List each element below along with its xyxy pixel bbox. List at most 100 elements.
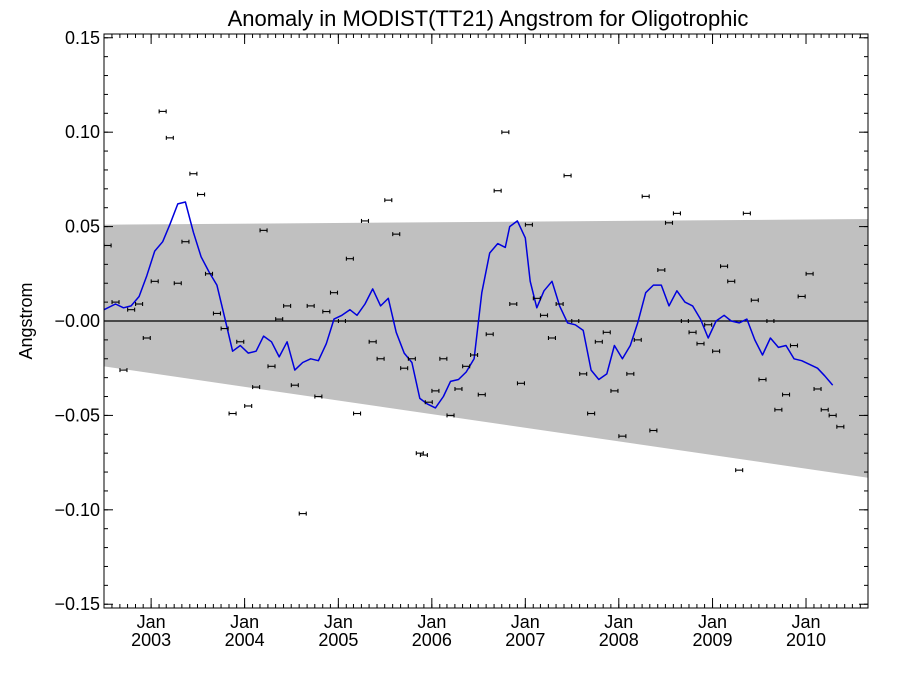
- data-point-61: [571, 319, 580, 323]
- smoothed-line: [104, 201, 834, 409]
- data-point-6: [150, 279, 159, 284]
- data-point-3: [127, 307, 136, 312]
- data-point-70: [641, 194, 650, 199]
- y-tick-label: −0.10: [54, 500, 100, 520]
- data-point-31: [345, 256, 354, 261]
- y-tick-label: −0.05: [54, 405, 100, 425]
- data-point-10: [181, 239, 190, 244]
- x-tick-label-month: Jan: [698, 612, 727, 632]
- confidence-band: [104, 219, 868, 478]
- data-point-68: [626, 371, 635, 376]
- data-point-40: [415, 451, 424, 456]
- data-point-55: [524, 222, 533, 227]
- data-point-1: [111, 300, 120, 305]
- data-point-28: [322, 309, 331, 314]
- data-point-88: [781, 392, 791, 397]
- data-point-18: [244, 403, 253, 408]
- data-point-73: [664, 220, 674, 225]
- data-point-11: [189, 171, 198, 176]
- data-point-95: [836, 424, 845, 429]
- data-point-76: [688, 330, 697, 335]
- data-point-15: [220, 326, 229, 331]
- data-point-52: [501, 130, 510, 135]
- plot-area: [104, 109, 868, 516]
- data-point-81: [727, 279, 736, 284]
- data-point-32: [352, 411, 362, 416]
- data-point-93: [820, 407, 829, 412]
- data-point-49: [477, 392, 486, 397]
- data-point-56: [532, 296, 541, 301]
- data-point-38: [400, 366, 409, 371]
- data-point-57: [539, 313, 549, 318]
- data-point-72: [657, 268, 666, 273]
- data-point-5: [142, 335, 151, 340]
- data-point-47: [462, 364, 471, 369]
- data-point-89: [789, 343, 799, 348]
- data-point-34: [368, 339, 377, 344]
- data-point-51: [493, 188, 502, 193]
- data-point-62: [579, 371, 588, 376]
- data-point-16: [228, 411, 237, 416]
- x-tick-label-year: 2006: [412, 630, 452, 650]
- data-point-85: [758, 377, 767, 382]
- data-point-58: [547, 335, 557, 340]
- y-axis-label: Angstrom: [16, 282, 36, 359]
- data-point-91: [805, 271, 814, 276]
- data-point-42: [424, 400, 433, 405]
- data-point-82: [735, 468, 744, 473]
- data-point-45: [446, 413, 455, 418]
- data-point-9: [173, 281, 182, 286]
- chart-title: Anomaly in MODIST(TT21) Angstrom for Oli…: [228, 6, 749, 31]
- data-point-43: [431, 388, 440, 393]
- y-tick-label: −0.15: [54, 594, 100, 614]
- x-tick-label-month: Jan: [604, 612, 633, 632]
- x-tick-label-month: Jan: [511, 612, 540, 632]
- x-tick-label-year: 2004: [225, 630, 265, 650]
- data-point-8: [165, 135, 174, 140]
- data-point-77: [696, 341, 705, 346]
- data-point-44: [439, 356, 448, 361]
- data-point-24: [290, 383, 299, 388]
- y-tick-label: 0.10: [65, 122, 100, 142]
- data-point-41: [419, 453, 428, 458]
- axes: −0.15−0.10−0.05−0.000.050.100.15Jan2003J…: [54, 28, 869, 650]
- x-tick-label-year: 2003: [131, 630, 171, 650]
- x-tick-label-month: Jan: [792, 612, 821, 632]
- data-point-22: [275, 317, 284, 322]
- data-point-84: [750, 298, 759, 303]
- data-point-7: [158, 109, 167, 114]
- data-point-87: [774, 407, 783, 412]
- data-point-79: [712, 349, 721, 354]
- x-tick-label-month: Jan: [137, 612, 166, 632]
- data-point-4: [135, 302, 144, 307]
- data-point-39: [407, 356, 416, 361]
- data-point-29: [329, 290, 339, 295]
- data-point-20: [259, 228, 268, 233]
- data-point-17: [236, 339, 245, 344]
- data-point-78: [704, 322, 713, 327]
- data-point-13: [204, 271, 214, 276]
- data-point-19: [252, 385, 261, 390]
- data-point-83: [742, 211, 751, 216]
- x-tick-label-month: Jan: [324, 612, 353, 632]
- data-point-67: [618, 434, 627, 439]
- data-point-2: [119, 368, 128, 373]
- x-tick-label-year: 2008: [599, 630, 639, 650]
- data-point-35: [376, 356, 385, 361]
- data-point-30: [337, 319, 346, 323]
- data-point-94: [828, 413, 837, 418]
- x-tick-label-year: 2010: [786, 630, 826, 650]
- data-point-27: [314, 394, 323, 399]
- data-point-12: [197, 192, 206, 197]
- data-point-63: [587, 411, 596, 416]
- data-point-26: [306, 303, 315, 308]
- data-point-53: [509, 302, 518, 307]
- data-point-36: [384, 198, 393, 203]
- data-point-48: [470, 352, 479, 357]
- data-point-37: [392, 232, 401, 237]
- data-point-46: [454, 386, 463, 391]
- y-tick-label: 0.15: [65, 28, 100, 48]
- data-point-80: [720, 264, 729, 269]
- x-tick-label-year: 2005: [318, 630, 358, 650]
